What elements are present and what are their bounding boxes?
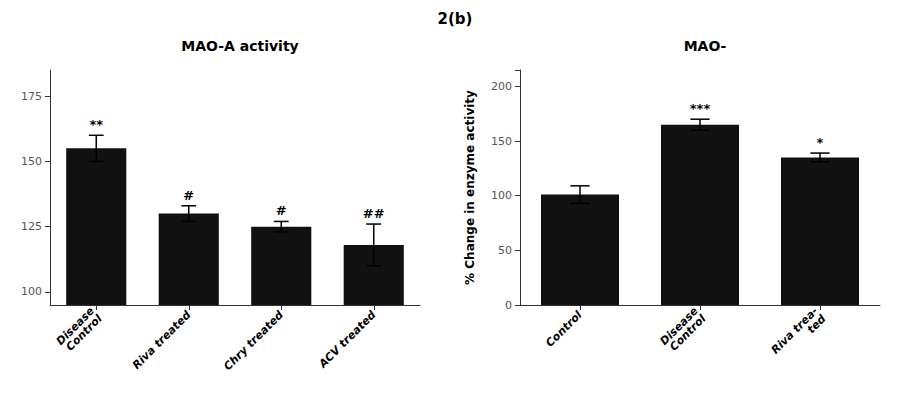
- svg-text:150: 150: [491, 135, 512, 148]
- svg-text:200: 200: [491, 80, 512, 93]
- svg-text:MAO-: MAO-: [684, 38, 727, 54]
- svg-text:*: *: [817, 135, 824, 150]
- svg-text:100: 100: [491, 189, 512, 202]
- svg-text:Chry treated: Chry treated: [221, 308, 286, 373]
- svg-text:**: **: [89, 117, 103, 132]
- svg-text:ACV treated: ACV treated: [316, 308, 379, 371]
- svg-text:50: 50: [498, 244, 512, 257]
- svg-text:150: 150: [21, 155, 42, 168]
- svg-text:MAO-A activity: MAO-A activity: [181, 38, 298, 54]
- svg-text:2(b): 2(b): [438, 10, 473, 28]
- svg-text:#: #: [276, 203, 287, 218]
- svg-text:Riva treated: Riva treated: [130, 308, 194, 372]
- svg-text:0: 0: [505, 299, 512, 312]
- svg-text:***: ***: [690, 101, 711, 116]
- svg-text:Control: Control: [667, 312, 708, 353]
- svg-text:ted: ted: [805, 312, 829, 336]
- svg-text:100: 100: [21, 285, 42, 298]
- svg-text:175: 175: [21, 90, 42, 103]
- svg-text:##: ##: [363, 206, 385, 221]
- svg-text:Disease: Disease: [657, 304, 701, 348]
- svg-text:#: #: [183, 188, 194, 203]
- svg-text:% Change in enzyme activity: % Change in enzyme activity: [463, 90, 477, 285]
- svg-text:Riva trea-: Riva trea-: [768, 304, 821, 357]
- svg-text:Disease: Disease: [53, 304, 97, 348]
- svg-text:Control: Control: [63, 312, 104, 353]
- svg-text:Control: Control: [543, 308, 584, 349]
- svg-text:125: 125: [21, 220, 42, 233]
